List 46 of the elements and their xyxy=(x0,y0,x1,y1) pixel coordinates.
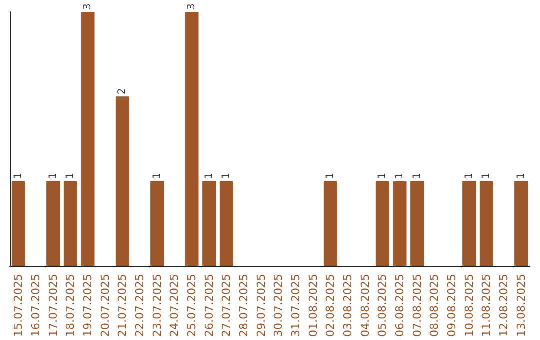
data-label: 1 xyxy=(481,172,492,180)
x-tick-label: 12.08.2025 xyxy=(498,274,510,338)
data-label: 1 xyxy=(48,172,59,180)
x-tick-label: 08.08.2025 xyxy=(428,274,442,338)
x-tick-label: 11.08.2025 xyxy=(480,274,494,338)
x-tick-label: 09.08.2025 xyxy=(446,274,458,338)
x-tick-label: 19.07.2025 xyxy=(82,274,94,338)
x-tick-label: 16.07.2025 xyxy=(30,274,42,338)
x-tick-label: 17.07.2025 xyxy=(46,274,60,338)
data-label: 1 xyxy=(394,172,406,180)
x-tick-label: 10.08.2025 xyxy=(462,274,476,338)
x-tick-label: 29.07.2025 xyxy=(254,274,268,338)
data-label: 1 xyxy=(464,172,475,180)
x-tick-label: 01.08.2025 xyxy=(306,274,320,338)
x-tick-label: 30.07.2025 xyxy=(272,274,286,338)
x-tick-label: 06.08.2025 xyxy=(394,274,406,338)
x-tick-label: 22.07.2025 xyxy=(134,274,146,338)
x-tick-label: 13.08.2025 xyxy=(514,274,528,338)
x-tick-label: 25.07.2025 xyxy=(186,274,198,338)
x-tick-label: 07.08.2025 xyxy=(410,274,424,338)
x-tick-label: 04.08.2025 xyxy=(358,274,372,338)
data-label: 1 xyxy=(377,172,388,180)
data-label: 1 xyxy=(13,172,24,180)
data-label: 1 xyxy=(516,172,527,180)
x-tick-label: 28.07.2025 xyxy=(238,274,250,338)
data-label: 1 xyxy=(65,172,76,180)
x-tick-label: 05.08.2025 xyxy=(376,274,390,338)
data-label: 3 xyxy=(82,4,94,10)
x-tick-label: 15.07.2025 xyxy=(12,274,26,338)
x-tick-label: 23.07.2025 xyxy=(150,274,164,338)
x-tick-label: 02.08.2025 xyxy=(324,274,338,338)
data-label: 3 xyxy=(186,4,198,10)
x-tick-label: 20.07.2025 xyxy=(98,274,112,338)
x-tick-label: 27.07.2025 xyxy=(220,274,234,338)
x-tick-label: 24.07.2025 xyxy=(168,274,182,338)
x-tick-label: 31.07.2025 xyxy=(290,274,302,338)
x-tick-label: 03.08.2025 xyxy=(342,274,354,338)
data-label: 1 xyxy=(412,172,423,180)
x-tick-label: 18.07.2025 xyxy=(64,274,78,338)
data-label: 1 xyxy=(204,172,215,180)
data-label: 2 xyxy=(117,88,128,95)
x-tick-label: 21.07.2025 xyxy=(116,274,130,338)
data-label: 1 xyxy=(221,172,232,180)
data-label: 1 xyxy=(152,172,163,180)
data-label: 1 xyxy=(325,172,336,180)
x-tick-label: 26.07.2025 xyxy=(202,274,216,338)
